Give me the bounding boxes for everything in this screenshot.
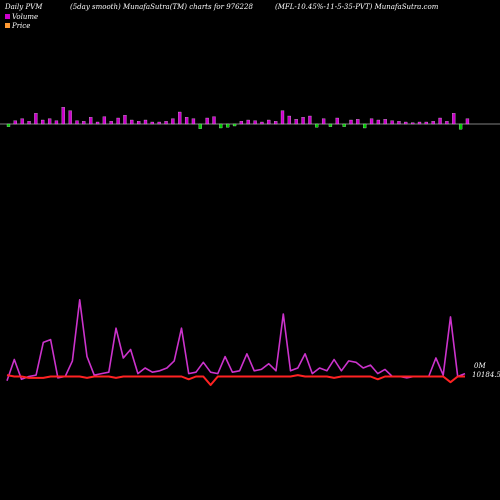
volume-bar <box>150 121 154 125</box>
volume-bar <box>47 118 52 125</box>
volume-bar <box>184 117 189 125</box>
volume-bar <box>232 123 237 127</box>
volume-bar <box>260 121 264 125</box>
volume-bar <box>274 121 278 125</box>
volume-bar <box>164 121 168 125</box>
volume-bar <box>294 119 298 125</box>
volume-bar <box>404 121 408 125</box>
legend-price-label: Price <box>12 21 31 30</box>
volume-bar <box>191 118 196 125</box>
volume-bar <box>157 121 161 125</box>
volume-bar <box>95 121 100 125</box>
chart-title-right: (MFL-10.45%-11-5-35-PVT) MunafaSutra.com <box>275 3 439 11</box>
volume-bar <box>376 119 381 125</box>
volume-bar <box>61 107 65 125</box>
volume-bar <box>102 116 107 125</box>
volume-bar <box>116 117 120 125</box>
chart-title-center: (5day smooth) MunafaSutra(TM) charts for… <box>70 3 253 11</box>
volume-bar <box>308 115 312 125</box>
volume-bar <box>465 118 470 125</box>
volume-bar <box>458 123 463 130</box>
legend-volume-label: Volume <box>12 12 39 21</box>
volume-bar <box>6 123 11 127</box>
volume-bar <box>397 121 401 125</box>
volume-bar <box>390 120 394 125</box>
volume-bar <box>267 119 271 125</box>
volume-bar <box>123 115 127 125</box>
volume-bar <box>445 121 449 125</box>
legend: Volume Price <box>5 12 38 30</box>
volume-bar <box>356 119 360 125</box>
volume-bar <box>20 118 24 125</box>
legend-price-swatch <box>5 23 10 28</box>
volume-bar <box>219 123 223 129</box>
volume-bar <box>253 120 257 125</box>
volume-bar <box>383 119 387 125</box>
volume-bar <box>246 119 250 125</box>
volume-bar <box>82 121 86 125</box>
volume-bar <box>239 121 244 125</box>
volume-bar <box>89 117 93 125</box>
volume-bar <box>301 117 305 125</box>
volume-bar <box>287 115 291 125</box>
volume-bar <box>212 116 216 125</box>
price-line <box>6 374 465 386</box>
volume-bar <box>198 123 202 129</box>
volume-bar <box>27 121 31 125</box>
volume-bar <box>424 121 428 125</box>
volume-bar <box>68 110 72 125</box>
volume-bar <box>438 117 442 125</box>
volume-bar <box>109 121 113 125</box>
chart-title-left: Daily PVM <box>5 3 43 11</box>
volume-bar <box>226 123 230 128</box>
volume-bar <box>315 123 319 128</box>
volume-bar <box>205 117 209 125</box>
volume-bar <box>137 121 141 125</box>
volume-bar <box>171 118 175 125</box>
volume-bar <box>130 119 134 125</box>
volume-bar <box>34 113 38 125</box>
volume-bar <box>178 111 182 125</box>
volume-bar <box>342 123 346 127</box>
volume-bar <box>75 120 79 125</box>
price-last-label: 0M <box>474 362 486 370</box>
legend-volume-swatch <box>5 14 10 19</box>
volume-bar <box>349 119 353 125</box>
volume-bar <box>13 120 17 125</box>
volume-bar <box>143 119 148 125</box>
volume-bar <box>41 119 45 125</box>
volume-bar <box>431 121 435 125</box>
volume-bar <box>54 120 59 125</box>
volume-bar <box>411 122 415 125</box>
price-value-label: 10184.55 <box>472 371 500 379</box>
volume-bar <box>417 121 422 125</box>
volume-bar <box>363 123 367 129</box>
volume-bar <box>328 123 333 127</box>
volume-bar <box>452 113 456 125</box>
legend-volume: Volume <box>5 12 38 21</box>
volume-bar <box>369 118 374 125</box>
volume-bar <box>321 118 326 125</box>
volume-bar <box>335 117 339 125</box>
volume-bar <box>280 110 285 125</box>
volume-line <box>6 299 466 381</box>
legend-price: Price <box>5 21 38 30</box>
